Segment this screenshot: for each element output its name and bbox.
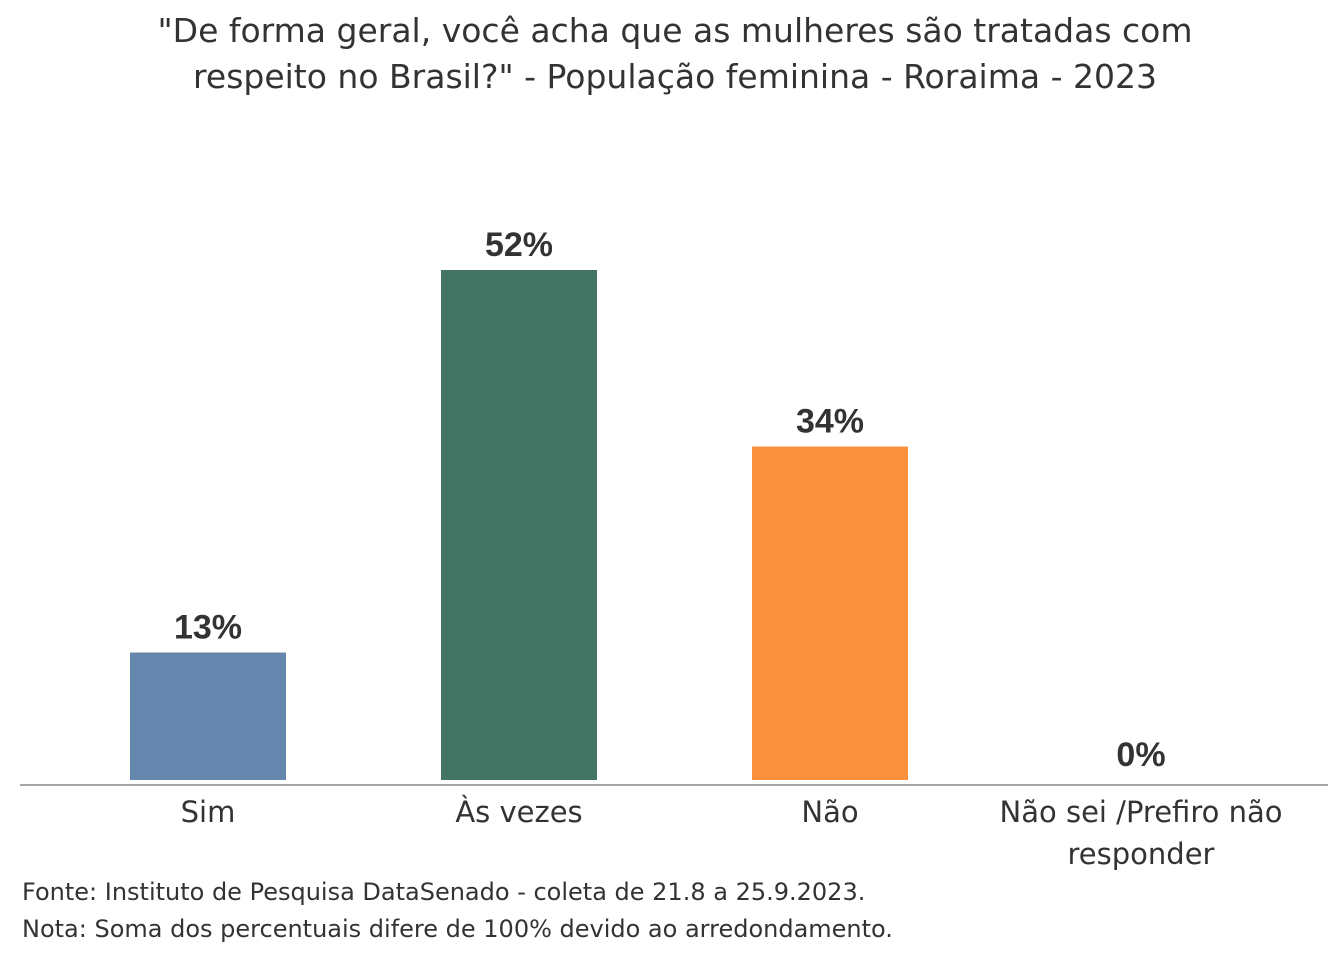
data-label-nao-sei-prefiro-nao-responder: 0%: [1116, 736, 1165, 774]
chart-title-line-1: "De forma geral, você acha que as mulher…: [157, 11, 1193, 50]
source-footnote: Fonte: Instituto de Pesquisa DataSenado …: [22, 878, 866, 906]
bars-group: [130, 270, 908, 780]
category-labels-group: Sim Às vezes Não Não sei /Prefiro não respon…: [181, 795, 1283, 871]
bar-as-vezes: [441, 270, 597, 780]
category-label-sim: Sim: [181, 795, 236, 829]
note-footnote: Nota: Soma dos percentuais difere de 100…: [22, 915, 893, 943]
data-label-sim: 13%: [174, 609, 242, 647]
data-label-nao: 34%: [796, 403, 864, 441]
data-labels-group: 13% 52% 34% 0%: [174, 226, 1166, 774]
category-label-nao-sei-prefiro-nao-responder-line-2: responder: [1068, 837, 1215, 871]
category-label-nao-sei-prefiro-nao-responder-line-1: Não sei /Prefiro não: [1000, 795, 1283, 829]
bar-nao: [752, 446, 908, 780]
category-label-nao: Não: [801, 795, 858, 829]
data-label-as-vezes: 52%: [485, 226, 553, 264]
bar-sim: [130, 652, 286, 780]
category-label-as-vezes: Às vezes: [455, 795, 582, 829]
chart-title-line-2: respeito no Brasil?" - População feminin…: [193, 57, 1157, 96]
